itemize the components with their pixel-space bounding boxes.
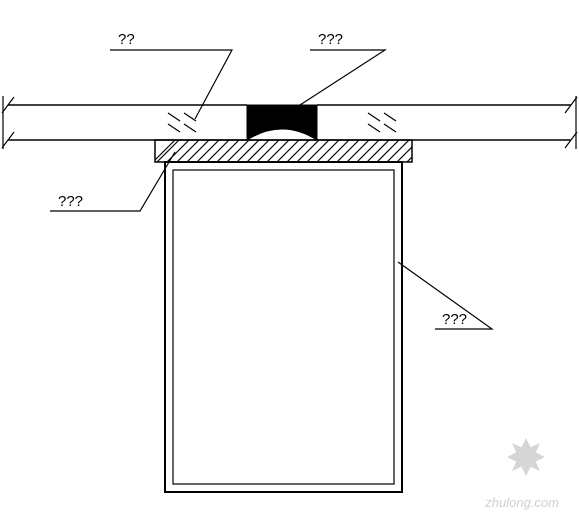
leader-top-left bbox=[110, 50, 232, 119]
diagram-canvas: ?? ??? ??? ??? bbox=[0, 0, 579, 528]
leaders bbox=[50, 50, 492, 329]
break-left bbox=[2, 96, 14, 149]
leader-top-right bbox=[283, 50, 385, 116]
break-right bbox=[565, 96, 577, 149]
watermark-text: zhulong.com bbox=[485, 495, 559, 510]
hatch-band bbox=[155, 140, 412, 162]
label-left: ??? bbox=[58, 193, 83, 210]
main-box bbox=[165, 162, 402, 492]
labels: ?? ??? ??? ??? bbox=[58, 31, 467, 328]
label-right: ??? bbox=[442, 311, 467, 328]
watermark-logo bbox=[503, 434, 549, 480]
label-top-right: ??? bbox=[318, 31, 343, 48]
label-top-left: ?? bbox=[118, 31, 135, 48]
